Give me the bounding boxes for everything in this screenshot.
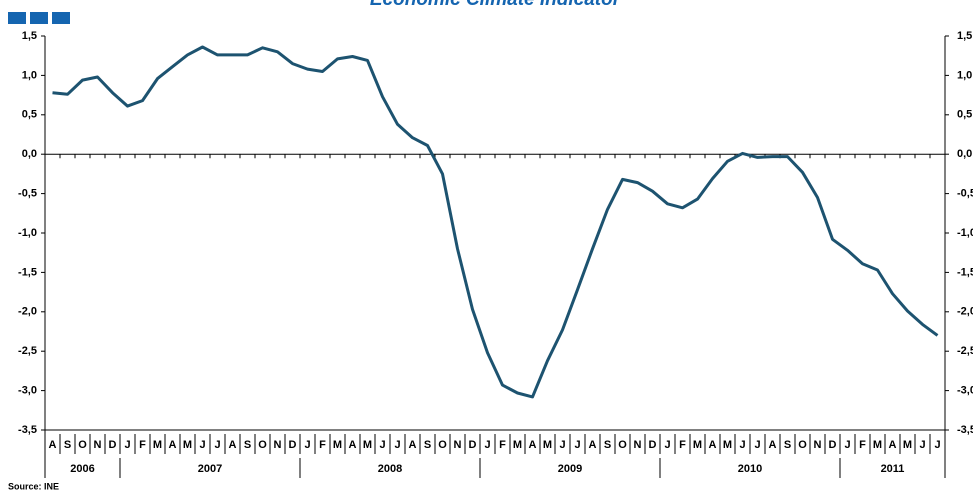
x-tick-label: J: [919, 439, 925, 451]
logo-block: [8, 12, 26, 24]
year-label: 2006: [70, 463, 94, 475]
x-tick-label: J: [379, 439, 385, 451]
x-tick-label: J: [664, 439, 670, 451]
x-tick-label: N: [94, 439, 102, 451]
year-label: 2011: [881, 463, 905, 475]
x-tick-label: A: [49, 439, 57, 451]
x-tick-label: S: [784, 439, 791, 451]
x-tick-label: N: [454, 439, 462, 451]
y-tick-label: -3,0: [18, 385, 37, 397]
x-tick-label: D: [649, 439, 657, 451]
x-tick-label: M: [513, 439, 522, 451]
y2-tick-label: 1,0: [957, 69, 972, 81]
y2-tick-label: 0,5: [957, 109, 972, 121]
x-tick-label: A: [229, 439, 237, 451]
x-tick-label: J: [199, 439, 205, 451]
y-tick-label: 1,0: [22, 69, 37, 81]
x-tick-label: D: [289, 439, 297, 451]
y2-tick-label: -3,0: [957, 385, 973, 397]
year-label: 2008: [378, 463, 402, 475]
year-label: 2007: [198, 463, 222, 475]
y2-tick-label: -1,0: [957, 227, 973, 239]
y-tick-label: 0,0: [22, 148, 37, 160]
x-tick-label: S: [244, 439, 251, 451]
y2-tick-label: -3,5: [957, 424, 973, 436]
x-tick-label: N: [634, 439, 642, 451]
line: [52, 45, 939, 399]
x-tick-label: A: [169, 439, 177, 451]
x-tick-label: O: [438, 439, 447, 451]
x-tick-label: J: [394, 439, 400, 451]
x-tick-label: J: [484, 439, 490, 451]
x-tick-label: J: [754, 439, 760, 451]
x-tick-label: M: [693, 439, 702, 451]
x-tick-label: N: [274, 439, 282, 451]
x-tick-label: O: [78, 439, 87, 451]
y2-tick-label: 0,0: [957, 148, 972, 160]
logo-block: [30, 12, 48, 24]
x-tick-label: A: [409, 439, 417, 451]
x-tick-label: M: [153, 439, 162, 451]
y2-tick-label: -2,5: [957, 345, 973, 357]
x-tick-label: M: [333, 439, 342, 451]
y2-tick-label: 1,5: [957, 30, 972, 42]
x-tick-label: J: [844, 439, 850, 451]
x-tick-label: D: [469, 439, 477, 451]
x-tick-label: O: [618, 439, 627, 451]
x-tick-label: N: [814, 439, 822, 451]
x-tick-label: J: [574, 439, 580, 451]
x-tick-label: J: [124, 439, 130, 451]
x-tick-label: M: [873, 439, 882, 451]
x-tick-label: M: [543, 439, 552, 451]
y2-tick-label: -0,5: [957, 188, 973, 200]
x-tick-label: J: [304, 439, 310, 451]
x-tick-label: A: [709, 439, 717, 451]
x-tick-label: D: [829, 439, 837, 451]
x-tick-label: A: [889, 439, 897, 451]
x-tick-label: J: [739, 439, 745, 451]
x-tick-label: S: [64, 439, 71, 451]
x-tick-label: S: [424, 439, 431, 451]
y-tick-label: -2,0: [18, 306, 37, 318]
x-tick-label: M: [723, 439, 732, 451]
x-tick-label: A: [769, 439, 777, 451]
x-tick-label: O: [798, 439, 807, 451]
x-tick-label: A: [589, 439, 597, 451]
y-tick-label: 0,5: [22, 109, 37, 121]
y2-tick-label: -1,5: [957, 266, 973, 278]
y-tick-label: -1,0: [18, 227, 37, 239]
y-tick-label: -1,5: [18, 266, 37, 278]
x-tick-label: A: [529, 439, 537, 451]
x-tick-label: O: [258, 439, 267, 451]
y-tick-label: -2,5: [18, 345, 37, 357]
x-tick-label: F: [319, 439, 326, 451]
source: Source: INE: [8, 481, 59, 491]
y2-tick-label: -2,0: [957, 306, 973, 318]
x-tick-label: J: [559, 439, 565, 451]
x-tick-label: M: [183, 439, 192, 451]
y-tick-label: -3,5: [18, 424, 37, 436]
x-tick-label: J: [214, 439, 220, 451]
logo-block: [52, 12, 70, 24]
year-label: 2010: [738, 463, 762, 475]
year-label: 2009: [558, 463, 582, 475]
chart-title: Economic Climate Indicator: [370, 0, 622, 10]
y-tick-label: -0,5: [18, 188, 37, 200]
x-tick-label: F: [859, 439, 866, 451]
x-tick-label: A: [349, 439, 357, 451]
x-tick-label: D: [109, 439, 117, 451]
x-tick-label: F: [679, 439, 686, 451]
x-tick-label: M: [903, 439, 912, 451]
x-tick-label: J: [934, 439, 940, 451]
x-tick-label: F: [139, 439, 146, 451]
y-tick-label: 1,5: [22, 30, 37, 42]
x-tick-label: S: [604, 439, 611, 451]
x-tick-label: F: [499, 439, 506, 451]
x-tick-label: M: [363, 439, 372, 451]
